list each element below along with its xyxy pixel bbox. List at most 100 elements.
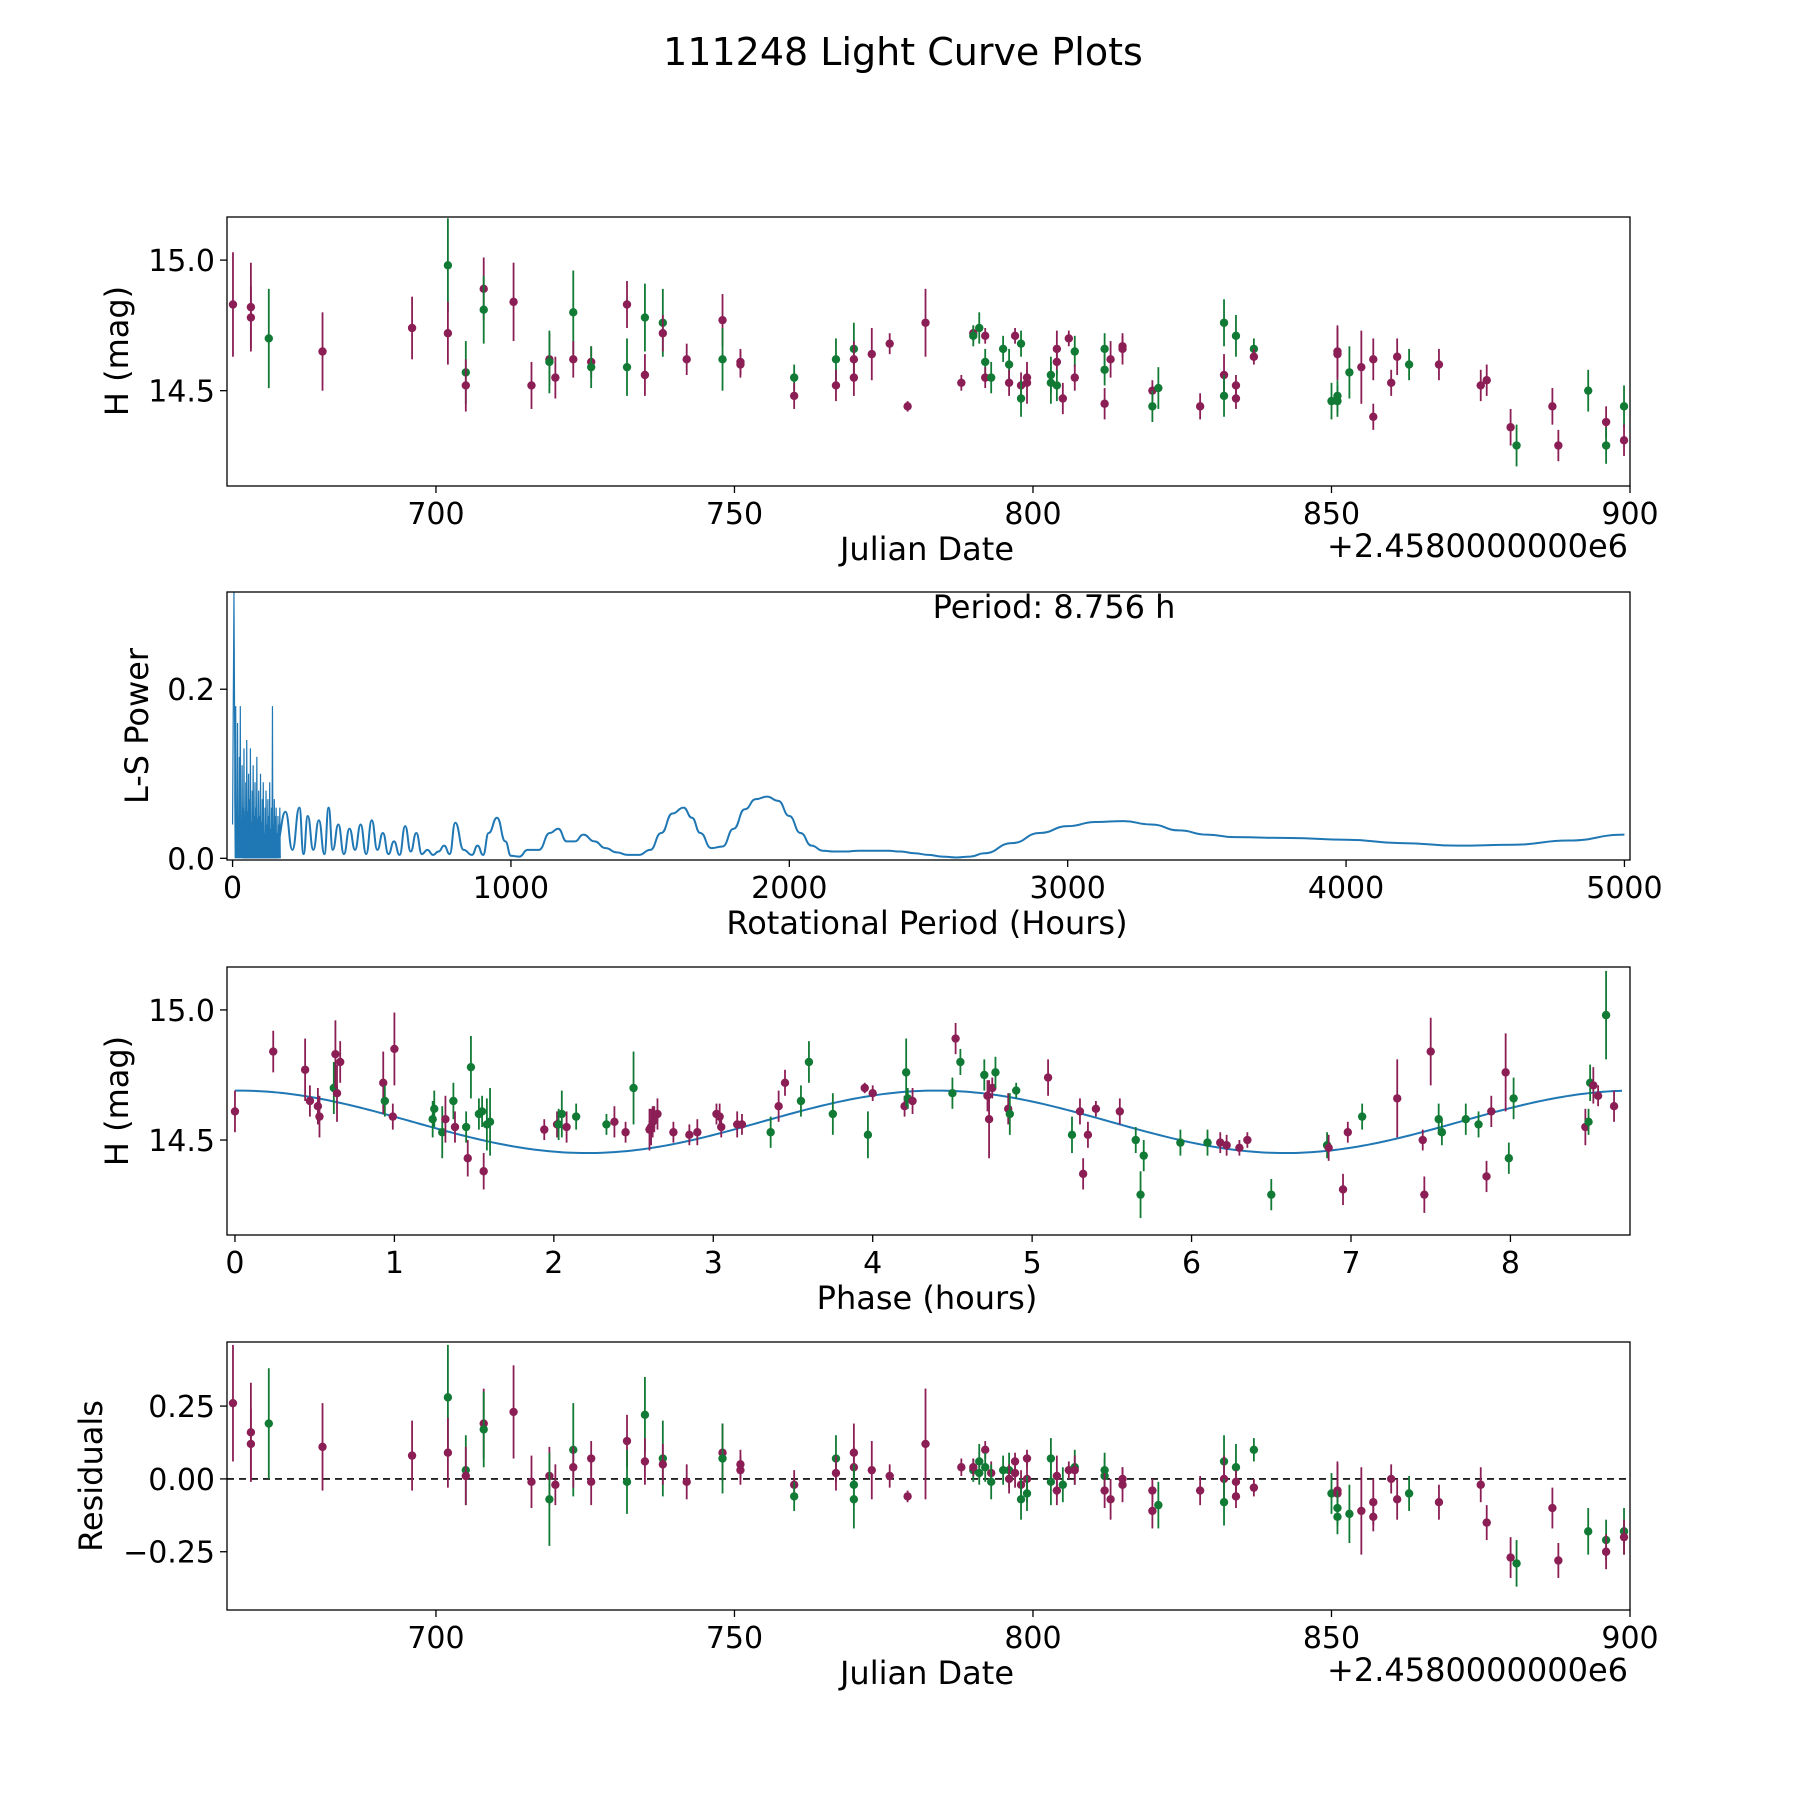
data-point <box>1176 1129 1185 1156</box>
lightcurve-axes-frame <box>226 216 1631 487</box>
data-point <box>693 1119 702 1146</box>
data-marker <box>1078 1169 1088 1179</box>
data-marker <box>1231 1477 1241 1487</box>
data-marker <box>1345 368 1354 377</box>
data-point <box>466 1035 476 1099</box>
data-marker <box>545 1495 554 1504</box>
data-marker <box>717 1122 726 1132</box>
data-point <box>1058 1467 1068 1503</box>
data-point <box>1022 1476 1032 1511</box>
data-marker <box>737 1120 747 1129</box>
data-point <box>1219 1478 1229 1526</box>
data-point <box>831 369 841 402</box>
data-point <box>1115 1098 1125 1125</box>
data-point <box>485 1087 495 1156</box>
data-marker <box>981 1445 990 1454</box>
data-marker <box>479 1425 488 1434</box>
data-point <box>921 1388 930 1500</box>
data-marker <box>1369 412 1378 421</box>
data-marker <box>622 1477 632 1487</box>
data-marker <box>1231 1463 1241 1472</box>
data-point <box>1231 388 1241 409</box>
y-tick-label: 15.0 <box>148 244 215 279</box>
data-marker <box>1386 1474 1396 1484</box>
data-point <box>1369 1502 1378 1532</box>
periodogram-x-ticks: 0 1000 2000 3000 4000 5000 <box>223 860 1663 906</box>
x-tick-label: 1 <box>385 1246 404 1281</box>
data-point <box>640 1438 650 1485</box>
x-tick-label: 0 <box>223 871 242 906</box>
data-marker <box>1219 318 1229 327</box>
data-point <box>1106 1478 1115 1520</box>
data-marker <box>1343 1128 1353 1137</box>
x-tick-label: 800 <box>1004 1621 1061 1656</box>
data-point <box>1154 1481 1163 1529</box>
data-point <box>1100 354 1109 386</box>
data-point <box>1118 1467 1127 1503</box>
data-point <box>736 351 745 378</box>
data-point <box>1016 1478 1026 1520</box>
data-marker <box>380 1096 390 1106</box>
data-point <box>1064 330 1074 347</box>
data-point <box>264 1368 273 1479</box>
data-marker <box>957 1463 966 1472</box>
data-marker <box>443 261 453 270</box>
y-tick-label: 0.00 <box>148 1463 215 1498</box>
data-point <box>1249 348 1259 365</box>
data-marker <box>1333 396 1342 406</box>
x-tick-label: 4 <box>863 1246 882 1281</box>
data-point <box>1118 333 1127 365</box>
data-point <box>682 343 691 376</box>
data-marker <box>1100 1486 1109 1495</box>
periodogram-series <box>231 592 1625 859</box>
data-point <box>1131 1127 1140 1154</box>
data-point <box>450 1111 460 1143</box>
data-marker <box>629 1083 638 1093</box>
data-point <box>1601 970 1611 1060</box>
data-point <box>948 1077 957 1109</box>
data-point <box>1058 382 1068 415</box>
data-point <box>1148 390 1157 423</box>
data-marker <box>1333 349 1342 359</box>
data-point <box>1091 1101 1101 1117</box>
data-point <box>449 1082 458 1120</box>
data-marker <box>1357 1112 1367 1121</box>
data-point <box>1418 1129 1427 1151</box>
data-marker <box>379 1078 388 1087</box>
lightcurve-x-ticks: 700 750 800 850 900 <box>407 486 1659 532</box>
data-point <box>300 1038 310 1101</box>
data-marker <box>388 1112 398 1121</box>
data-point <box>1512 424 1521 467</box>
data-marker <box>1154 383 1163 393</box>
data-marker <box>1584 386 1593 395</box>
periodogram-axes-frame <box>226 591 1631 861</box>
data-marker <box>1070 1465 1079 1475</box>
data-point <box>1070 1455 1079 1485</box>
data-point <box>318 312 327 391</box>
data-marker <box>509 1407 518 1417</box>
data-marker <box>831 1468 841 1478</box>
data-marker <box>998 1465 1008 1475</box>
data-marker <box>718 1454 727 1463</box>
data-point <box>1070 364 1079 391</box>
data-marker <box>1010 1468 1020 1478</box>
data-point <box>1437 1119 1447 1146</box>
data-marker <box>956 1057 965 1067</box>
data-point <box>669 1121 678 1143</box>
data-point <box>908 1087 917 1115</box>
data-point <box>315 1095 324 1138</box>
data-point <box>1016 380 1026 417</box>
data-point <box>562 1111 571 1143</box>
folded-axes-frame <box>226 966 1631 1236</box>
y-tick-label: 15.0 <box>148 994 215 1029</box>
x-tick-label: 3 <box>704 1246 723 1281</box>
data-marker <box>230 1107 240 1116</box>
data-marker <box>300 1065 310 1074</box>
data-marker <box>390 1044 399 1054</box>
data-marker <box>479 1167 488 1176</box>
x-tick-label: 900 <box>1601 497 1658 532</box>
data-marker <box>863 1130 873 1140</box>
data-marker <box>658 1460 668 1469</box>
data-marker <box>1509 1094 1518 1103</box>
data-marker <box>1386 378 1396 388</box>
